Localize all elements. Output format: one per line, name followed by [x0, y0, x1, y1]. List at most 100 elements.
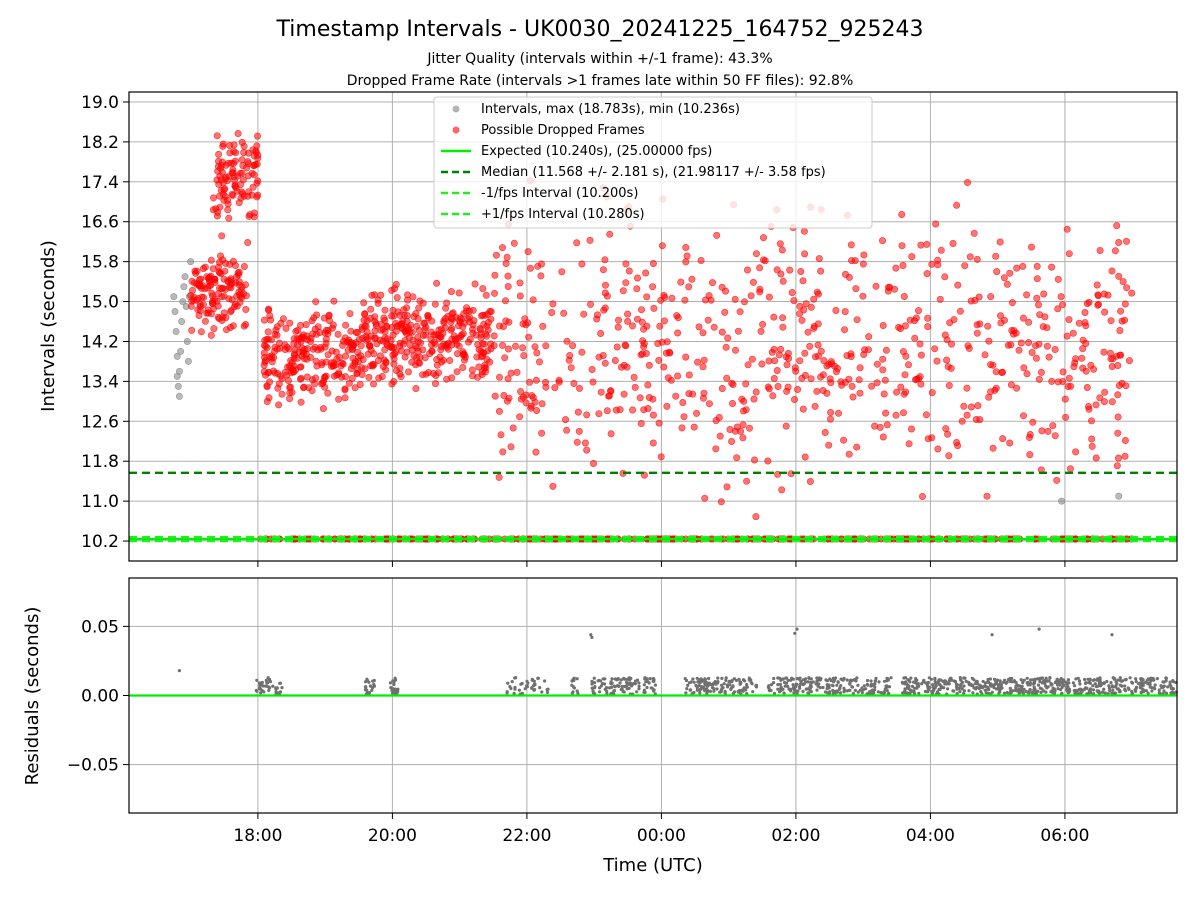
dropped-frame-point [317, 345, 325, 353]
residual-point [545, 687, 549, 692]
residual-point [1164, 679, 1168, 683]
dropped-frame-point [583, 411, 591, 419]
dropped-frame-point [712, 416, 720, 424]
dropped-frame-point [752, 513, 760, 521]
residual-point [1134, 680, 1138, 684]
dropped-frame-point [774, 382, 782, 390]
dropped-frame-point [263, 382, 271, 390]
residual-point [689, 688, 693, 692]
residual-point [814, 682, 818, 686]
dropped-frame-point [487, 308, 495, 316]
dropped-frame-point [782, 422, 790, 430]
dropped-frame-point [918, 492, 926, 500]
dropped-frame-point [264, 369, 272, 377]
dropped-frame-point [201, 317, 209, 325]
residual-point [645, 685, 649, 690]
dropped-frame-point [1033, 275, 1041, 283]
dropped-frame-point [600, 306, 608, 314]
dropped-frame-point [759, 320, 767, 328]
dropped-frame-point [1044, 427, 1052, 435]
dropped-frame-point [351, 384, 359, 392]
dropped-frame-point [1059, 368, 1067, 376]
dropped-frame-point [283, 371, 291, 379]
dropped-frame-point [1006, 439, 1014, 447]
dropped-frame-point [469, 306, 477, 314]
residual-point [1049, 681, 1053, 686]
dropped-frame-point [784, 383, 792, 391]
dropped-frame-point [1088, 435, 1096, 443]
dropped-frame-point [374, 299, 382, 307]
dropped-frame-point [260, 316, 268, 324]
residual-point [1105, 679, 1109, 684]
dropped-frame-point [633, 274, 641, 282]
residual-point [710, 683, 714, 687]
dropped-frame-point [682, 244, 690, 252]
residual-point [366, 679, 370, 683]
residual-point [598, 690, 602, 694]
dropped-frame-point [748, 355, 756, 363]
residual-point [271, 684, 275, 688]
residual-point [750, 682, 754, 686]
residual-point [796, 689, 800, 693]
residual-point [747, 678, 751, 682]
residual-point [866, 678, 870, 683]
dropped-frame-point [213, 132, 221, 140]
residual-point [1144, 689, 1148, 693]
dropped-frame-point [412, 384, 420, 392]
dropped-frame-point [516, 413, 524, 421]
dropped-frame-point [563, 426, 571, 434]
dropped-frame-point [383, 335, 391, 343]
dropped-frame-point [371, 327, 379, 335]
dropped-frame-point [319, 405, 327, 413]
residual-point [1049, 690, 1053, 694]
dropped-frame-point [292, 327, 300, 335]
residual-point [543, 679, 547, 683]
dropped-frame-point [859, 260, 867, 268]
residual-point [576, 691, 580, 696]
dropped-frame-point [187, 291, 195, 299]
dropped-frame-point [756, 285, 764, 293]
dropped-frame-point [509, 424, 517, 432]
dropped-frame-point [674, 329, 682, 337]
dropped-frame-point [254, 177, 262, 185]
residual-point [523, 687, 527, 691]
residual-point [1014, 684, 1018, 688]
residual-point [267, 688, 271, 693]
residual-point [937, 678, 941, 682]
dropped-frame-point [945, 381, 953, 389]
residual-point [393, 676, 397, 680]
residual-point [1099, 684, 1103, 688]
dropped-frame-point [223, 326, 231, 334]
residual-point [1141, 688, 1145, 692]
dropped-frame-point [649, 259, 657, 267]
y-tick-label: 11.0 [81, 492, 119, 512]
dropped-frame-point [737, 427, 745, 435]
dropped-frame-point [852, 285, 860, 293]
residual-point [1001, 680, 1005, 684]
residual-point [791, 683, 795, 687]
residual-point [1073, 688, 1077, 693]
dropped-frame-point [945, 452, 953, 460]
residual-point [1025, 676, 1029, 680]
dropped-frame-point [1085, 402, 1093, 410]
dropped-frame-point [517, 388, 525, 396]
dropped-frame-point [744, 361, 752, 369]
dropped-frame-point [1043, 342, 1051, 350]
dropped-frame-point [892, 264, 900, 272]
dropped-frame-point [1038, 427, 1046, 435]
residual-point [744, 688, 748, 692]
residual-point [952, 689, 956, 693]
dropped-frame-point [472, 331, 480, 339]
dropped-frame-point [264, 328, 272, 336]
dropped-frame-point [880, 390, 888, 398]
dropped-frame-point [447, 288, 455, 296]
residual-point [797, 685, 802, 689]
dropped-frame-point [430, 338, 438, 346]
dropped-frame-point [208, 289, 216, 297]
residual-point [715, 687, 719, 691]
residual-point [571, 690, 575, 694]
dropped-frame-point [358, 370, 366, 378]
residual-point [274, 690, 278, 694]
dropped-frame-point [498, 244, 506, 252]
residual-point [920, 682, 924, 686]
